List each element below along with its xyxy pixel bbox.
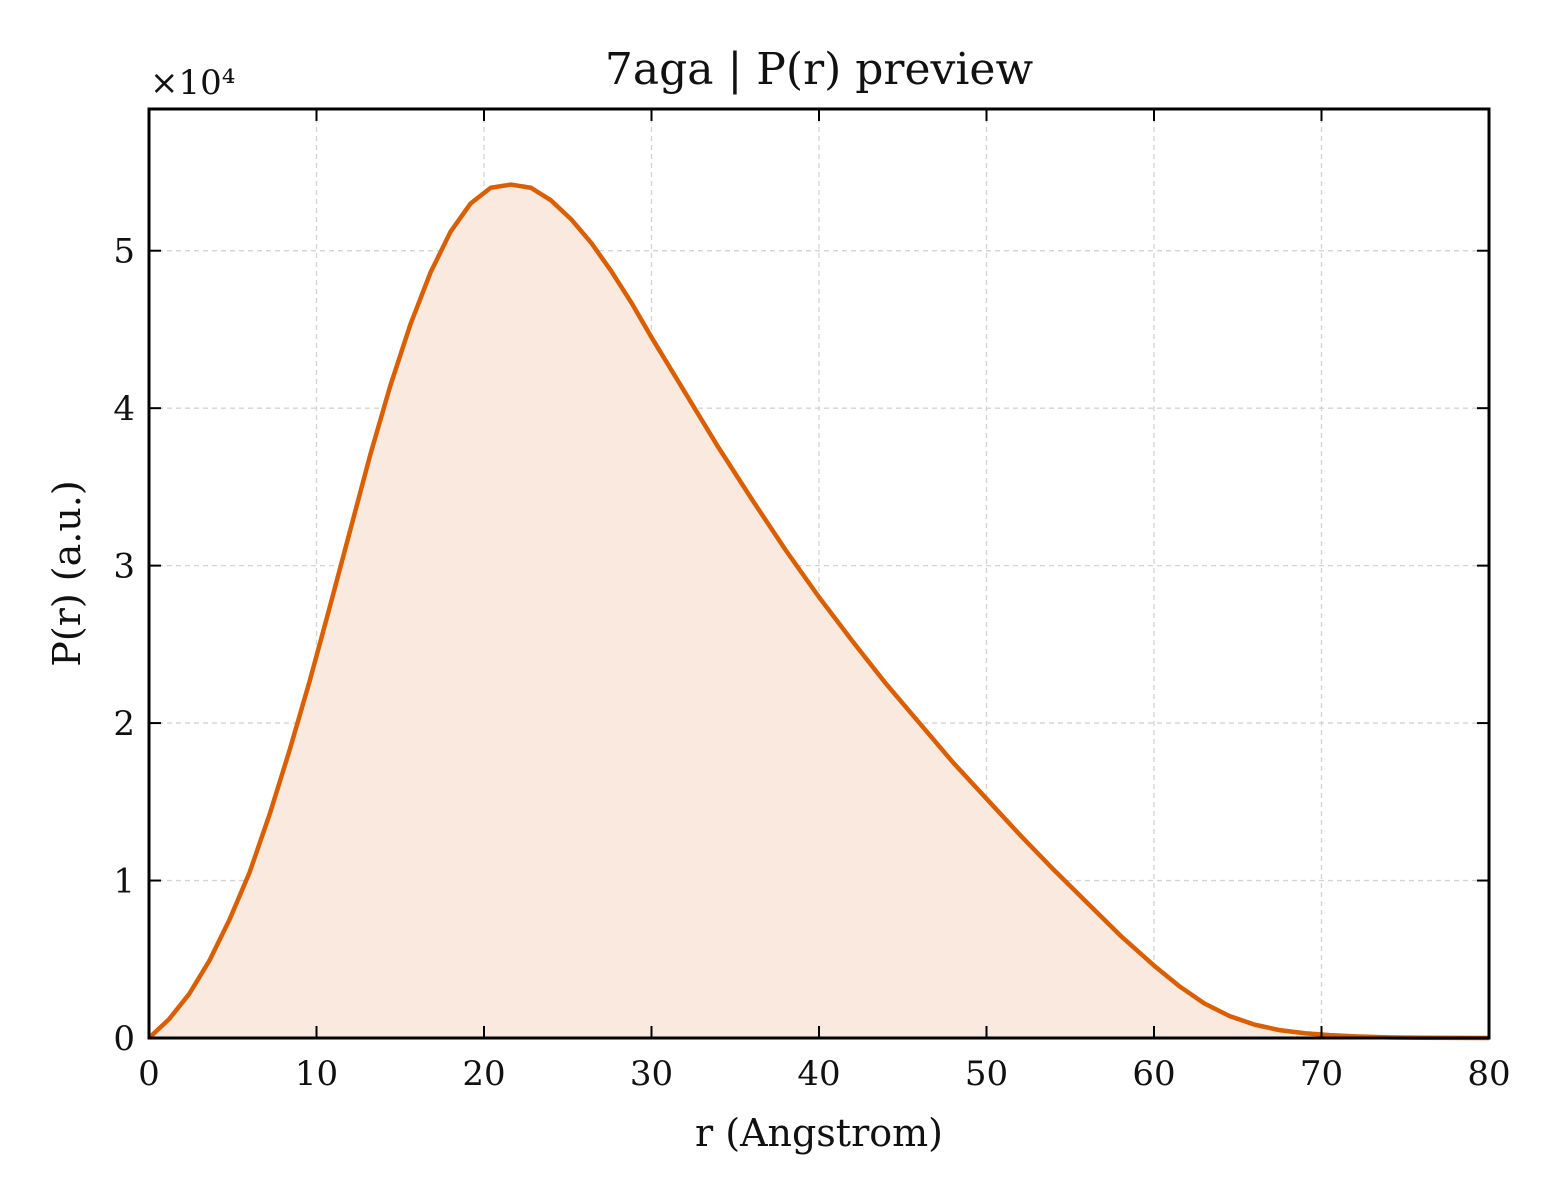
- y-tick-label: 1: [113, 862, 135, 902]
- x-tick-label: 60: [1132, 1054, 1175, 1094]
- x-tick-label: 30: [630, 1054, 673, 1094]
- x-tick-label: 70: [1300, 1054, 1343, 1094]
- x-tick-label: 10: [295, 1054, 338, 1094]
- x-axis-ticks: 0 10 20 30 40 50 60 70 80: [138, 109, 1511, 1094]
- pr-area-fill: [149, 184, 1489, 1038]
- chart-title: 7aga | P(r) preview: [605, 44, 1034, 95]
- x-tick-label: 40: [797, 1054, 840, 1094]
- x-tick-label: 80: [1467, 1054, 1510, 1094]
- y-tick-label: 4: [113, 389, 135, 429]
- x-tick-label: 50: [965, 1054, 1008, 1094]
- y-tick-label: 5: [113, 232, 135, 272]
- y-axis-label: P(r) (a.u.): [45, 480, 89, 666]
- y-axis-multiplier: ×10⁴: [150, 63, 235, 103]
- y-tick-label: 0: [113, 1019, 135, 1059]
- pr-series-line: [147, 182, 1490, 1041]
- x-tick-label: 0: [138, 1054, 160, 1094]
- x-axis-label: r (Angstrom): [695, 1111, 943, 1155]
- y-tick-label: 2: [113, 704, 135, 744]
- x-tick-label: 20: [462, 1054, 505, 1094]
- y-axis-ticks: 0 1 2 3 4 5: [113, 232, 1489, 1059]
- y-tick-label: 3: [113, 547, 135, 587]
